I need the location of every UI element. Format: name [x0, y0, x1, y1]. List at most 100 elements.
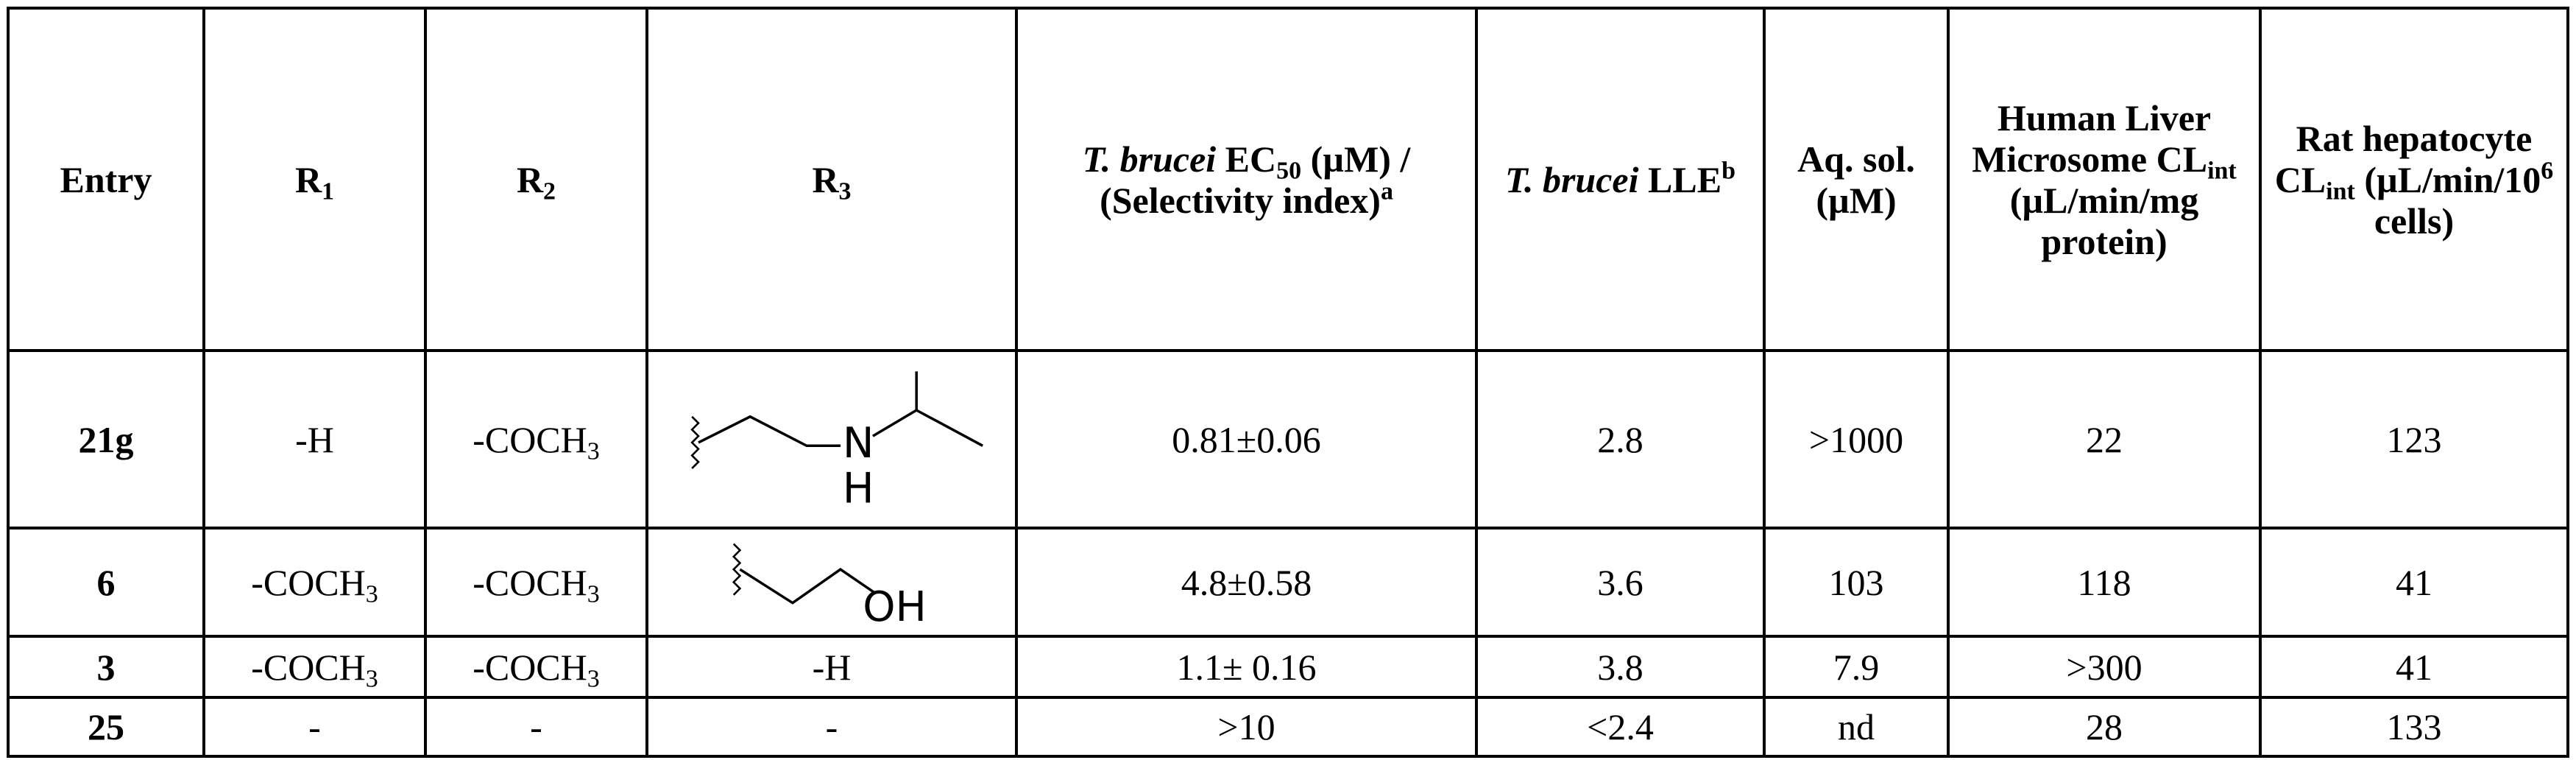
header-cell: R3	[645, 7, 1018, 352]
table-cell: -COCH3	[424, 349, 648, 529]
table-cell: 133	[2259, 696, 2569, 758]
header-cell: Human Liver Microsome CLint (µL/min/mg p…	[1947, 7, 2262, 352]
table-cell: -H	[645, 635, 1018, 699]
cell-text: 3	[838, 177, 852, 205]
table-cell: -	[424, 696, 648, 758]
table-cell: 3.8	[1475, 635, 1766, 699]
structure-drawing: NH	[690, 371, 984, 513]
cell-text: 1	[322, 177, 335, 205]
cell-text: 123	[2386, 418, 2442, 460]
table-cell: 2.8	[1475, 349, 1766, 529]
table-cell: -COCH3	[202, 527, 427, 638]
table-cell: 41	[2259, 527, 2569, 638]
cell-text: R	[812, 158, 839, 200]
table-cell: 21g	[7, 349, 205, 529]
cell-text: 2	[543, 177, 556, 205]
cell-text: 3	[365, 580, 378, 608]
cell-text: 6	[2541, 156, 2554, 184]
cell-text: 1.1± 0.16	[1176, 646, 1317, 688]
cell-text: -	[308, 706, 321, 747]
table-cell: 7.9	[1763, 635, 1950, 699]
header-cell: Rat hepatocyte CLint (µL/min/106 cells)	[2259, 7, 2569, 352]
table-cell: <2.4	[1475, 696, 1766, 758]
cell-text: -COCH	[473, 418, 587, 460]
atom-label: H	[843, 464, 874, 513]
cell-text: 3	[365, 665, 378, 693]
cell-text: 3	[587, 437, 600, 465]
table-cell: >300	[1947, 635, 2262, 699]
table-cell: -	[645, 696, 1018, 758]
cell-text: -COCH	[251, 561, 366, 603]
cell-text: nd	[1838, 706, 1875, 747]
header-cell: Aq. sol. (µM)	[1763, 7, 1950, 352]
cell-text: 50	[1276, 157, 1302, 185]
cell-text: >1000	[1808, 418, 1904, 460]
cell-text: Human Liver Microsome CL	[1972, 96, 2212, 180]
table-cell: 0.81±0.06	[1015, 349, 1478, 529]
cell-text: 4.8±0.58	[1181, 561, 1312, 603]
header-cell: T. brucei LLEb	[1475, 7, 1766, 352]
bond	[739, 568, 877, 605]
cell-text: T. brucei	[1082, 138, 1217, 180]
cell-text: -	[530, 706, 542, 747]
cell-text: -COCH	[473, 646, 587, 688]
header-row: Entry R1 R2 R3 T. brucei EC50 (µM) / (Select…	[7, 7, 2569, 352]
table-cell: -COCH3	[424, 527, 648, 638]
cell-text: LLE	[1638, 158, 1722, 200]
table-cell: 3.6	[1475, 527, 1766, 638]
table-cell: 118	[1947, 527, 2262, 638]
table-cell: -	[202, 696, 427, 758]
cell-text: -COCH	[251, 646, 366, 688]
cell-text: T. brucei	[1505, 158, 1639, 200]
table-cell: 28	[1947, 696, 2262, 758]
cell-text: Entry	[60, 158, 152, 200]
cell-text: R	[516, 158, 544, 200]
table-cell: 6	[7, 527, 205, 638]
cell-text: -H	[295, 418, 334, 460]
cell-text: b	[1722, 156, 1735, 184]
cell-text: R	[294, 158, 322, 200]
wavy-bond	[690, 415, 700, 469]
table-cell: 1.1± 0.16	[1015, 635, 1478, 699]
wavy-bond	[732, 543, 742, 596]
cell-text: 41	[2396, 561, 2432, 603]
table-cell: -COCH3	[424, 635, 648, 699]
table-cell: 22	[1947, 349, 2262, 529]
cell-text: 3.6	[1597, 561, 1643, 603]
table-cell: 103	[1763, 527, 1950, 638]
table-cell: >10	[1015, 696, 1478, 758]
table-cell: -H	[202, 349, 427, 529]
table-cell: 25	[7, 696, 205, 758]
cell-text: 103	[1828, 561, 1884, 603]
table-cell: >1000	[1763, 349, 1950, 529]
table-cell: OH	[645, 527, 1018, 638]
table-row: 3 -COCH3 -COCH3 -H 1.1± 0.16 3.8 7.9 >300 41	[7, 635, 2569, 699]
table-cell: 4.8±0.58	[1015, 527, 1478, 638]
header-cell: T. brucei EC50 (µM) / (Selectivity index…	[1015, 7, 1478, 352]
header-cell: Entry	[7, 7, 205, 352]
cell-text: 133	[2386, 706, 2442, 747]
cell-text: 7.9	[1833, 646, 1880, 688]
cell-text: EC	[1216, 138, 1277, 180]
table-cell: -COCH3	[202, 635, 427, 699]
cell-text: -	[825, 706, 838, 747]
header-cell: R1	[202, 7, 427, 352]
header-cell: R2	[424, 7, 648, 352]
cell-text: 21g	[78, 418, 134, 460]
cell-text: a	[1380, 177, 1393, 205]
table-cell: nd	[1763, 696, 1950, 758]
cell-text: int	[2207, 157, 2237, 185]
table-cell: 41	[2259, 635, 2569, 699]
cell-text: -COCH	[473, 561, 587, 603]
cell-text: 3	[96, 646, 116, 688]
cell-text: 25	[88, 706, 124, 747]
data-table: Entry R1 R2 R3 T. brucei EC50 (µM) / (Select…	[7, 7, 2569, 758]
cell-text: 3	[587, 665, 600, 693]
cell-text: Rat hepatocyte CL	[2274, 117, 2533, 200]
cell-text: Aq. sol. (µM)	[1797, 138, 1915, 221]
cell-text: 41	[2396, 646, 2432, 688]
cell-text: -H	[812, 646, 852, 688]
table-row: 25 - - - >10 <2.4 nd 28 133	[7, 696, 2569, 758]
cell-text: 28	[2086, 706, 2123, 747]
